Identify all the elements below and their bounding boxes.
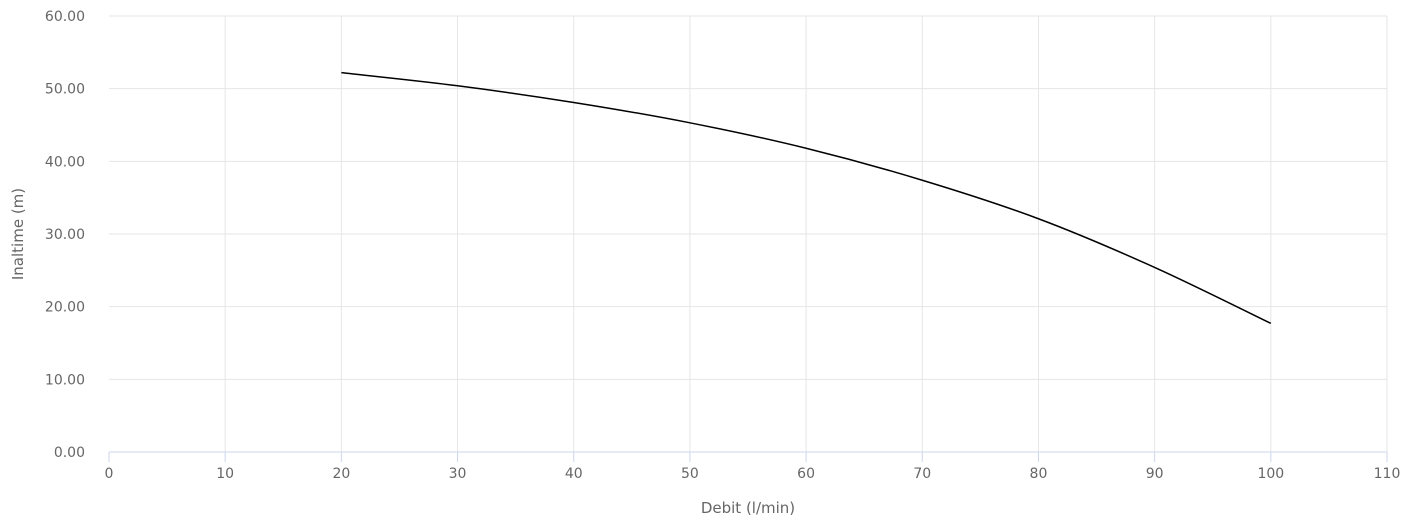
y-tick-label: 60.00 <box>45 9 85 25</box>
y-tick-label: 30.00 <box>45 227 85 243</box>
y-tick-label: 40.00 <box>45 154 85 170</box>
y-axis-ticks: 0.00 10.00 20.00 30.00 40.00 50.00 60.00 <box>45 9 85 461</box>
y-tick-label: 10.00 <box>45 372 85 388</box>
series-group <box>341 71 1272 325</box>
series-line <box>341 71 1272 325</box>
x-tick-label: 50 <box>681 466 699 482</box>
x-tick-label: 10 <box>216 466 234 482</box>
y-tick-label: 50.00 <box>45 82 85 98</box>
x-tick-label: 30 <box>449 466 467 482</box>
y-gridlines <box>109 15 1387 380</box>
x-axis-ticks: 0 10 20 30 40 50 60 70 80 90 100 110 <box>105 452 1401 482</box>
x-tick-label: 80 <box>1030 466 1048 482</box>
x-tick-label: 40 <box>565 466 583 482</box>
x-tick-label: 110 <box>1374 466 1401 482</box>
x-gridlines <box>224 16 1388 452</box>
x-tick-label: 100 <box>1257 466 1284 482</box>
x-tick-label: 60 <box>797 466 815 482</box>
x-axis-title: Debit (l/min) <box>701 499 795 517</box>
x-tick-label: 20 <box>332 466 350 482</box>
y-tick-label: 0.00 <box>54 445 85 461</box>
y-axis-title: Inaltime (m) <box>9 188 27 280</box>
y-tick-label: 20.00 <box>45 300 85 316</box>
x-tick-label: 0 <box>105 466 114 482</box>
x-tick-label: 70 <box>913 466 931 482</box>
x-tick-label: 90 <box>1146 466 1164 482</box>
